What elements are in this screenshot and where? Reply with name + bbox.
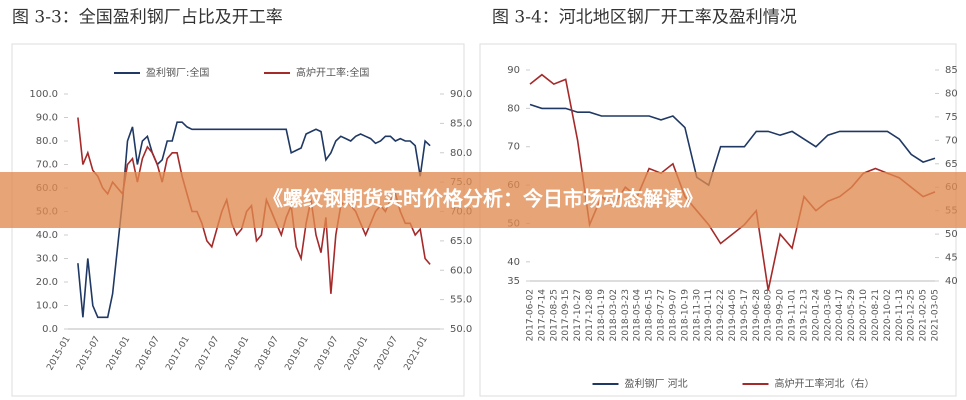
x-tick-label: 2017-08-25 — [549, 289, 559, 341]
x-tick-label: 2019-11-01 — [788, 289, 798, 341]
x-tick-label: 2021-03-05 — [931, 289, 941, 341]
x-tick-label: 2017-10-27 — [573, 289, 583, 341]
x-tick-label: 2018-07 — [254, 335, 281, 373]
y-tick-label: 30.0 — [36, 254, 58, 265]
x-tick-label: 2019-08-09 — [764, 289, 774, 342]
x-tick-label: 2020-11-13 — [895, 289, 905, 341]
y2-tick-label: 40 — [945, 276, 958, 287]
x-tick-label: 2018-06-15 — [645, 289, 655, 341]
x-tick-label: 2020-12-25 — [907, 289, 917, 341]
y2-tick-label: 65 — [945, 159, 958, 170]
y2-tick-label: 85.0 — [450, 118, 472, 129]
x-tick-label: 2017-01 — [164, 335, 191, 373]
x-tick-label: 2015-01 — [45, 335, 72, 373]
x-tick-label: 2018-03-02 — [609, 289, 619, 341]
y2-tick-label: 80 — [945, 88, 958, 99]
x-tick-label: 2018-05-04 — [633, 289, 643, 342]
x-tick-label: 2018-11-30 — [692, 289, 702, 342]
chart-title: 图 3-3：全国盈利钢厂占比及开工率 — [12, 8, 283, 28]
x-tick-label: 2020-05-29 — [847, 289, 857, 342]
legend-label: 高炉开工率河北（右） — [775, 377, 875, 390]
banner-band — [0, 172, 966, 228]
x-tick-label: 2020-07 — [373, 335, 400, 373]
y-tick-label: 0.0 — [42, 324, 58, 335]
x-tick-label: 2019-06-28 — [752, 289, 762, 342]
chart-title: 图 3-4：河北地区钢厂开工率及盈利情况 — [492, 8, 797, 28]
x-tick-label: 2019-07 — [313, 335, 340, 373]
x-tick-label: 2018-01 — [224, 335, 251, 373]
x-tick-label: 2021-02-05 — [919, 289, 929, 341]
series-line — [529, 103, 936, 187]
legend-label: 高炉开工率:全国 — [296, 66, 369, 79]
x-tick-label: 2018-03-23 — [621, 289, 631, 341]
y2-tick-label: 55.0 — [450, 295, 472, 306]
y-tick-label: 35 — [507, 276, 520, 287]
x-tick-label: 2018-09-07 — [668, 289, 678, 341]
y-tick-label: 70.0 — [36, 160, 58, 171]
x-tick-label: 2020-01-24 — [811, 289, 821, 342]
y2-tick-label: 75 — [945, 112, 958, 123]
y-tick-label: 40 — [507, 257, 520, 268]
x-tick-label: 2020-07-10 — [859, 289, 869, 342]
y-tick-label: 90.0 — [36, 113, 58, 124]
x-tick-label: 2019-01 — [283, 335, 310, 373]
x-tick-label: 2016-01 — [105, 335, 132, 373]
legend-label: 盈利钢厂 河北 — [625, 377, 688, 390]
x-tick-label: 2019-12-13 — [799, 289, 809, 341]
x-tick-label: 2017-12-08 — [585, 289, 595, 342]
x-tick-label: 2020-10-02 — [883, 289, 893, 341]
y-tick-label: 20.0 — [36, 277, 58, 288]
y2-tick-label: 90.0 — [450, 89, 472, 100]
x-tick-label: 2018-07-27 — [657, 289, 667, 341]
y2-tick-label: 80.0 — [450, 148, 472, 159]
x-tick-label: 2015-07 — [75, 335, 102, 373]
y2-tick-label: 70 — [945, 135, 958, 146]
x-tick-label: 2017-07 — [194, 335, 221, 373]
x-tick-label: 2019-01-11 — [704, 289, 714, 341]
x-tick-label: 2020-08-21 — [871, 289, 881, 341]
y-tick-label: 10.0 — [36, 301, 58, 312]
y-tick-label: 70 — [507, 142, 520, 153]
x-tick-label: 2019-09-20 — [776, 289, 786, 342]
x-tick-label: 2020-04-17 — [835, 289, 845, 341]
legend-label: 盈利钢厂:全国 — [146, 66, 209, 79]
y-tick-label: 80.0 — [36, 136, 58, 147]
x-tick-label: 2021-01 — [402, 335, 429, 373]
x-tick-label: 2019-02-22 — [716, 289, 726, 341]
x-tick-label: 2017-06-02 — [526, 289, 536, 341]
y-tick-label: 90 — [507, 65, 520, 76]
y2-tick-label: 60.0 — [450, 265, 472, 276]
x-tick-label: 2019-04-05 — [728, 289, 738, 341]
y-tick-label: 100.0 — [29, 89, 58, 100]
y-tick-label: 80 — [507, 103, 520, 114]
x-tick-label: 2016-07 — [135, 335, 162, 373]
y2-tick-label: 50 — [945, 229, 958, 240]
x-tick-label: 2020-03-06 — [823, 289, 833, 342]
x-tick-label: 2017-07-14 — [537, 289, 547, 342]
y2-tick-label: 50.0 — [450, 324, 472, 335]
x-tick-label: 2018-01-19 — [597, 289, 607, 342]
x-tick-label: 2019-05-17 — [740, 289, 750, 341]
y2-tick-label: 45 — [945, 253, 958, 264]
series-line — [77, 121, 431, 319]
y-tick-label: 40.0 — [36, 230, 58, 241]
y2-tick-label: 65.0 — [450, 236, 472, 247]
banner-title: 《螺纹钢期货实时价格分析：今日市场动态解读》 — [263, 187, 703, 211]
x-tick-label: 2017-09-15 — [561, 289, 571, 341]
x-tick-label: 2020-01 — [343, 335, 370, 373]
x-tick-label: 2018-10-19 — [680, 289, 690, 342]
y2-tick-label: 85 — [945, 65, 958, 76]
